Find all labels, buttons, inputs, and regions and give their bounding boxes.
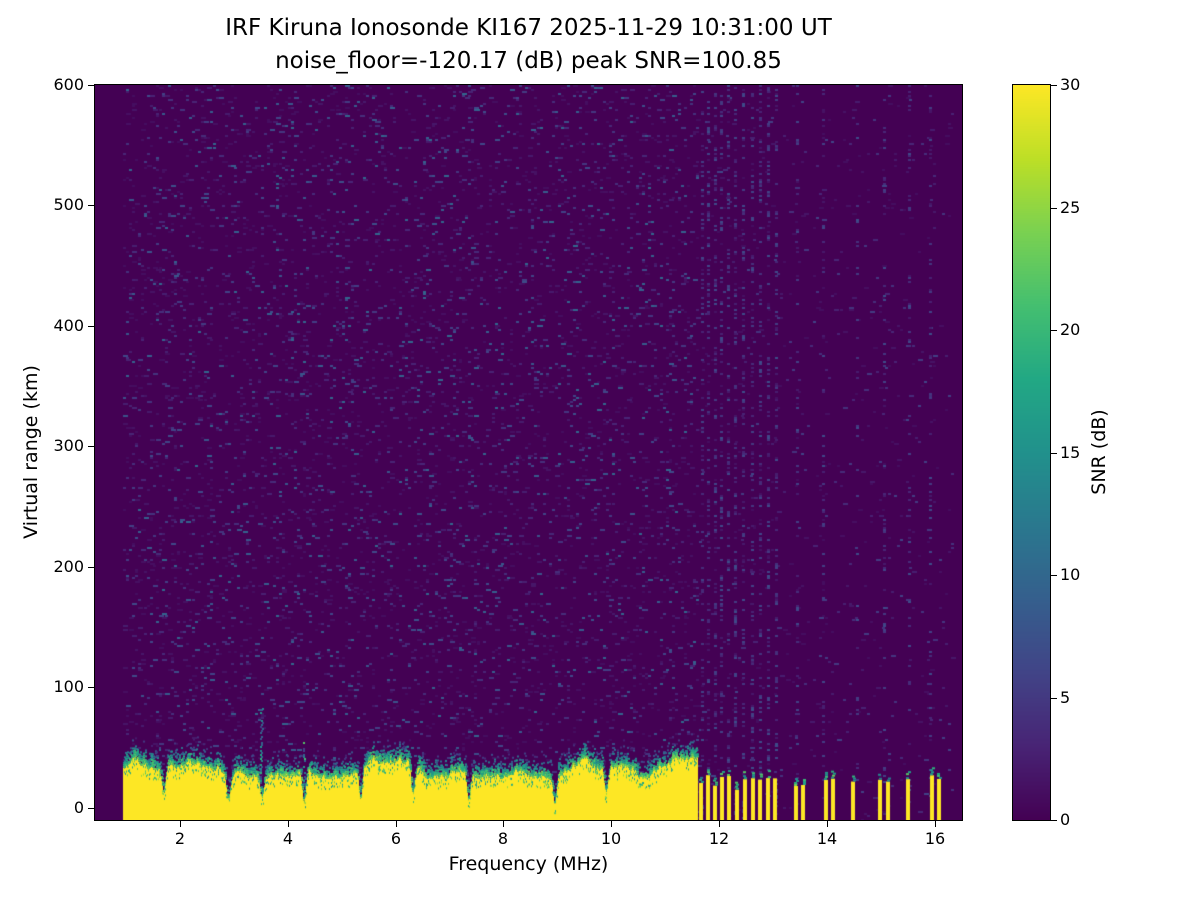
- colorbar-tick-mark: [1051, 453, 1057, 454]
- x-tick-label: 16: [924, 829, 946, 848]
- colorbar-tick-label: 15: [1060, 443, 1081, 462]
- y-tick-label: 600: [53, 75, 84, 94]
- x-axis-label: Frequency (MHz): [448, 853, 609, 875]
- x-tick-label: 4: [282, 829, 294, 848]
- y-tick-label: 100: [53, 677, 84, 696]
- colorbar-tick-label: 10: [1060, 565, 1081, 584]
- y-tick-mark: [88, 567, 94, 568]
- colorbar-tick-mark: [1051, 330, 1057, 331]
- colorbar-tick-label: 0: [1060, 810, 1071, 829]
- x-tick-label: 12: [708, 829, 730, 848]
- y-tick-mark: [88, 205, 94, 206]
- y-tick-label: 500: [53, 195, 84, 214]
- x-tick-mark: [611, 821, 612, 827]
- colorbar-tick-mark: [1051, 820, 1057, 821]
- y-tick-label: 400: [53, 316, 84, 335]
- x-tick-mark: [935, 821, 936, 827]
- x-tick-label: 10: [600, 829, 622, 848]
- figure-title: IRF Kiruna Ionosonde KI167 2025-11-29 10…: [95, 12, 962, 78]
- colorbar-tick-mark: [1051, 208, 1057, 209]
- colorbar-tick-mark: [1051, 575, 1057, 576]
- y-tick-label: 0: [73, 798, 84, 817]
- y-tick-mark: [88, 446, 94, 447]
- y-tick-label: 200: [53, 557, 84, 576]
- colorbar-gradient-canvas: [1013, 85, 1050, 820]
- y-tick-mark: [88, 808, 94, 809]
- x-tick-label: 2: [174, 829, 186, 848]
- figure-title-line2: noise_floor=-120.17 (dB) peak SNR=100.85: [275, 48, 782, 74]
- x-tick-mark: [827, 821, 828, 827]
- y-tick-mark: [88, 326, 94, 327]
- y-tick-mark: [88, 687, 94, 688]
- x-tick-mark: [396, 821, 397, 827]
- colorbar-tick-mark: [1051, 85, 1057, 86]
- y-tick-label: 300: [53, 436, 84, 455]
- y-tick-mark: [88, 85, 94, 86]
- x-tick-label: 8: [497, 829, 509, 848]
- colorbar-tick-label: 20: [1060, 320, 1081, 339]
- x-tick-mark: [288, 821, 289, 827]
- colorbar-tick-label: 25: [1060, 198, 1081, 217]
- x-tick-mark: [719, 821, 720, 827]
- x-tick-label: 6: [390, 829, 402, 848]
- x-tick-label: 14: [816, 829, 838, 848]
- ionogram-heatmap-canvas: [95, 85, 962, 820]
- colorbar-tick-label: 30: [1060, 75, 1081, 94]
- colorbar-tick-mark: [1051, 698, 1057, 699]
- x-tick-mark: [180, 821, 181, 827]
- x-tick-mark: [503, 821, 504, 827]
- colorbar-tick-label: 5: [1060, 688, 1071, 707]
- figure-title-line1: IRF Kiruna Ionosonde KI167 2025-11-29 10…: [225, 15, 832, 41]
